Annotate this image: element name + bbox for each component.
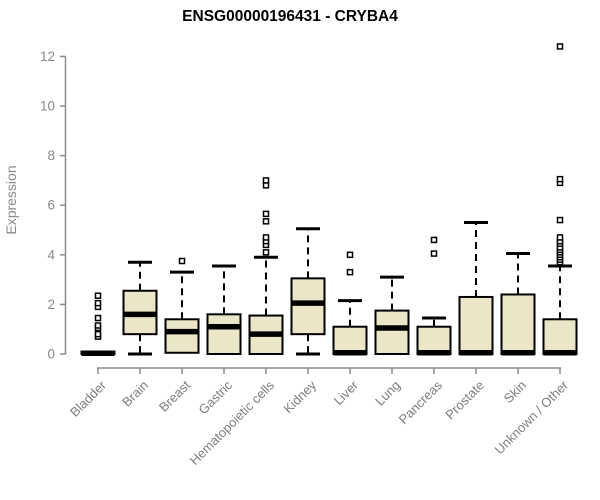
box-group-skin: Skin: [500, 252, 536, 406]
outlier-point: [262, 177, 270, 184]
outlier-point: [556, 234, 564, 241]
outlier-point: [178, 257, 186, 265]
box-group-kidney: Kidney: [280, 227, 326, 416]
y-tick-label: 6: [47, 198, 55, 213]
outlier-point: [430, 236, 438, 244]
category-label: Breast: [156, 377, 193, 414]
iqr-box: [458, 295, 494, 355]
y-tick-label: 0: [47, 347, 55, 362]
category-label: Gastric: [195, 377, 235, 417]
category-label: Skin: [501, 378, 529, 406]
category-label: Lung: [372, 378, 403, 409]
iqr-box: [332, 325, 368, 356]
y-tick-label: 10: [40, 99, 55, 114]
category-label: Pancreas: [396, 377, 446, 427]
outlier-point: [262, 234, 270, 241]
outlier-point: [556, 43, 564, 50]
outlier-point: [556, 216, 564, 224]
category-label: Kidney: [280, 377, 319, 416]
category-label: Prostate: [442, 378, 487, 423]
outlier-point: [262, 249, 270, 256]
outlier-point: [94, 330, 102, 338]
iqr-box: [164, 318, 200, 354]
box-group-bladder: Bladder: [67, 292, 116, 420]
y-tick-label: 12: [40, 49, 55, 64]
iqr-box: [500, 293, 536, 356]
outlier-point: [262, 210, 270, 218]
outlier-point: [94, 299, 102, 307]
iqr-box: [542, 318, 578, 355]
y-tick-label: 8: [47, 148, 55, 163]
category-label: Bladder: [67, 377, 110, 420]
y-tick-label: 4: [47, 247, 55, 262]
chart-title: ENSG00000196431 - CRYBA4: [182, 8, 398, 25]
outlier-point: [430, 250, 438, 257]
outlier-point: [94, 322, 102, 329]
outlier-point: [94, 292, 102, 299]
outlier-point: [346, 268, 354, 276]
iqr-box: [416, 325, 452, 356]
outlier-point: [556, 175, 564, 183]
category-label: Unknown / Other: [492, 377, 572, 457]
box-group-breast: Breast: [156, 257, 200, 415]
box-group-liver: Liver: [331, 251, 368, 408]
category-label: Brain: [119, 378, 151, 410]
iqr-box: [290, 277, 326, 336]
outlier-point: [262, 218, 270, 225]
box-group-lung: Lung: [372, 275, 410, 409]
outlier-point: [346, 251, 354, 259]
box-group-gastric: Gastric: [195, 264, 242, 417]
outlier-point: [94, 314, 102, 322]
iqr-box: [374, 309, 410, 356]
iqr-box: [206, 313, 242, 356]
category-label: Liver: [331, 377, 362, 408]
box-group-prostate: Prostate: [442, 221, 494, 423]
y-tick-label: 2: [47, 297, 55, 312]
box-group-brain: Brain: [119, 260, 158, 410]
